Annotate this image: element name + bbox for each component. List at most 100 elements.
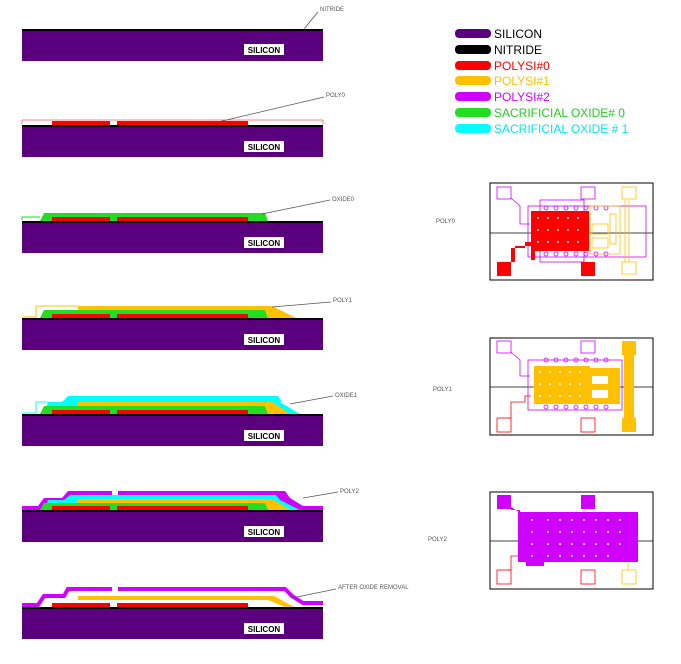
callout-line: [303, 11, 319, 30]
legend-item-polysi0: POLYSI#0: [455, 59, 550, 73]
step-poly1: POLY1 SILICON: [22, 298, 353, 350]
legend-label: POLYSI#1: [494, 74, 550, 88]
legend-label: POLYSI#0: [494, 59, 550, 73]
callout-label: NITRIDE: [320, 7, 344, 13]
poly2-left: [22, 587, 112, 607]
callout-line: [261, 199, 331, 215]
poly0-right: [117, 217, 248, 221]
legend-swatch: [455, 61, 491, 70]
mask-view-label: POLY1: [433, 387, 453, 393]
poly0-right: [117, 314, 248, 318]
poly1-layer: [78, 306, 268, 310]
legend-label: NITRIDE: [494, 43, 542, 57]
poly0-outline: [21, 119, 324, 124]
silicon-label-box: [244, 334, 284, 345]
callout-label: POLY0: [326, 93, 346, 99]
legend-label: POLYSI#2: [494, 90, 550, 104]
poly0-left: [52, 217, 110, 221]
mask-view-poly0: POLY0: [436, 182, 654, 281]
silicon-label: SILICON: [248, 143, 281, 152]
legend-item-polysi1: POLYSI#1: [455, 74, 550, 88]
silicon-label-box: [244, 623, 284, 634]
legend-swatch: [455, 29, 491, 38]
silicon-label: SILICON: [248, 528, 281, 537]
legend-item-polysi2: POLYSI#2: [455, 90, 550, 104]
poly0-right: [117, 603, 248, 607]
silicon-label: SILICON: [248, 239, 281, 248]
poly1-thin: [22, 305, 78, 318]
silicon-label: SILICON: [248, 46, 281, 55]
step-oxide1: OXIDE1 SILICON: [22, 393, 358, 446]
mask-view-poly1: POLY1: [433, 337, 654, 436]
oxide1-top: [64, 495, 280, 500]
silicon-label-box: [244, 141, 284, 152]
callout-line: [302, 491, 339, 499]
nitride-layer: [22, 125, 323, 127]
poly2-right: [118, 587, 323, 605]
poly1-holes: [539, 371, 608, 398]
nitride-layer: [22, 414, 323, 416]
poly1-anchor: [268, 596, 294, 607]
step-nitride: NITRIDE SILICON: [22, 7, 344, 61]
poly2-outlines: [496, 186, 647, 263]
poly1-anchor: [265, 306, 296, 318]
legend-item-oxide1: SACRIFICIAL OXIDE # 1: [455, 122, 629, 136]
poly2-fill: [497, 495, 638, 566]
poly0-left: [52, 314, 110, 318]
mask-view-poly2: POLY2: [428, 491, 654, 590]
legend-label: SACRIFICIAL OXIDE # 1: [494, 122, 629, 136]
nitride-layer: [22, 221, 323, 223]
silicon-label-box: [244, 44, 284, 55]
callout-label: OXIDE1: [335, 393, 358, 399]
poly1-layer: [78, 499, 268, 503]
legend-swatch: [455, 76, 491, 85]
poly0-left: [52, 121, 110, 125]
legend-item-nitride: NITRIDE: [455, 43, 542, 57]
silicon-label-box: [244, 430, 284, 441]
step-poly2: POLY2 SILICON: [22, 489, 360, 542]
poly0-fill: [497, 211, 595, 276]
step-oxide0: OXIDE0 SILICON: [21, 197, 355, 253]
poly0-right: [117, 121, 248, 125]
callout-label: POLY1: [333, 298, 353, 304]
poly2-dimples: [531, 519, 621, 557]
callout-line: [217, 96, 325, 123]
silicon-label-box: [244, 237, 284, 248]
silicon-label: SILICON: [248, 336, 281, 345]
mask-view-label: POLY2: [428, 537, 448, 543]
mask-view-label: POLY0: [436, 219, 456, 225]
poly0-right: [117, 506, 248, 510]
legend-swatch: [455, 45, 491, 54]
poly0-left: [52, 603, 110, 607]
nitride-layer: [22, 607, 323, 609]
poly1-anchor: [265, 499, 290, 510]
legend-label: SACRIFICIAL OXIDE# 0: [494, 106, 625, 120]
oxide1-top: [62, 396, 282, 402]
step-poly0: POLY0 SILICON: [21, 93, 346, 157]
poly0-left: [52, 410, 110, 414]
oxide0-thin: [21, 216, 40, 220]
nitride-layer: [22, 510, 323, 512]
poly2-outlines: [496, 340, 623, 411]
silicon-label: SILICON: [248, 625, 281, 634]
callout-line: [291, 588, 337, 599]
oxide1-thin: [22, 401, 48, 414]
legend: SILICON NITRIDE POLYSI#0 POLYSI#1 POLYSI…: [455, 27, 629, 136]
poly0-right: [117, 410, 248, 414]
poly1-outlines: [589, 186, 637, 275]
callout-label: POLY2: [340, 489, 360, 495]
nitride-layer: [22, 29, 323, 31]
legend-swatch: [455, 108, 491, 117]
poly0-outlines: [496, 395, 596, 433]
legend-item-silicon: SILICON: [455, 27, 542, 41]
legend-label: SILICON: [494, 27, 542, 41]
poly1-layer: [78, 402, 268, 406]
step-after-oxide-removal: AFTER OXIDE REMOVAL SILICON: [22, 585, 409, 639]
legend-item-oxide0: SACRIFICIAL OXIDE# 0: [455, 106, 625, 120]
poly1-anchor: [265, 402, 290, 414]
legend-swatch: [455, 92, 491, 101]
callout-label: OXIDE0: [332, 197, 355, 203]
silicon-label-box: [244, 526, 284, 537]
silicon-label: SILICON: [248, 432, 281, 441]
